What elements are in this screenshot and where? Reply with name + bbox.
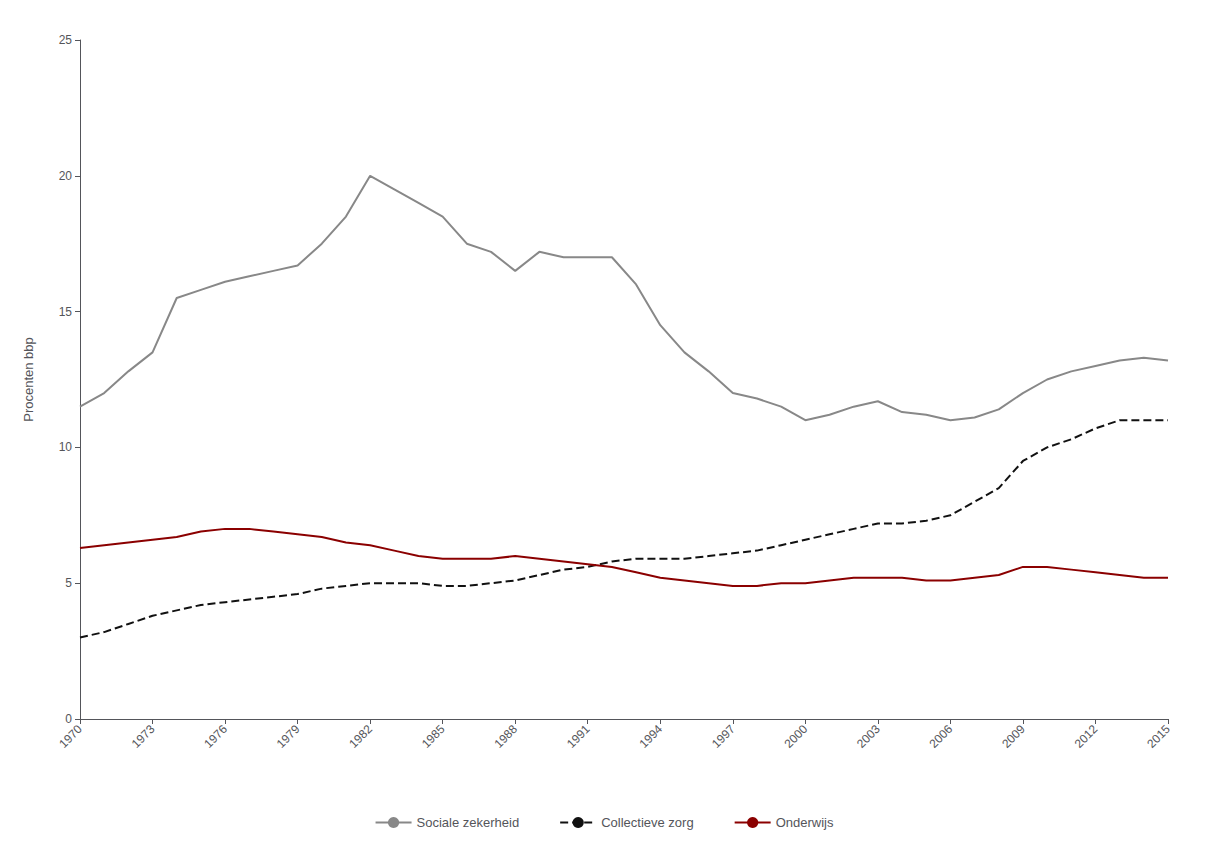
svg-text:Onderwijs: Onderwijs	[776, 815, 834, 830]
svg-text:25: 25	[59, 33, 73, 47]
svg-text:1976: 1976	[201, 722, 230, 751]
svg-text:1988: 1988	[491, 722, 520, 751]
svg-text:1970: 1970	[56, 722, 85, 751]
svg-text:2012: 2012	[1072, 722, 1101, 751]
svg-text:Collectieve zorg: Collectieve zorg	[601, 815, 694, 830]
svg-text:Sociale zekerheid: Sociale zekerheid	[417, 815, 520, 830]
svg-text:1982: 1982	[346, 722, 375, 751]
svg-text:15: 15	[59, 305, 73, 319]
svg-text:0: 0	[65, 712, 72, 726]
svg-text:2003: 2003	[854, 722, 883, 751]
svg-text:20: 20	[59, 169, 73, 183]
svg-text:1985: 1985	[419, 722, 448, 751]
svg-text:1973: 1973	[129, 722, 158, 751]
svg-text:1979: 1979	[274, 722, 303, 751]
svg-text:1994: 1994	[636, 722, 665, 751]
svg-text:1991: 1991	[564, 722, 593, 751]
svg-text:2000: 2000	[782, 722, 811, 751]
svg-text:2006: 2006	[927, 722, 956, 751]
svg-text:10: 10	[59, 440, 73, 454]
svg-text:2009: 2009	[999, 722, 1028, 751]
svg-text:Procenten bbp: Procenten bbp	[21, 337, 36, 422]
svg-text:1997: 1997	[709, 722, 738, 751]
svg-text:5: 5	[65, 576, 72, 590]
svg-text:2015: 2015	[1144, 722, 1173, 751]
